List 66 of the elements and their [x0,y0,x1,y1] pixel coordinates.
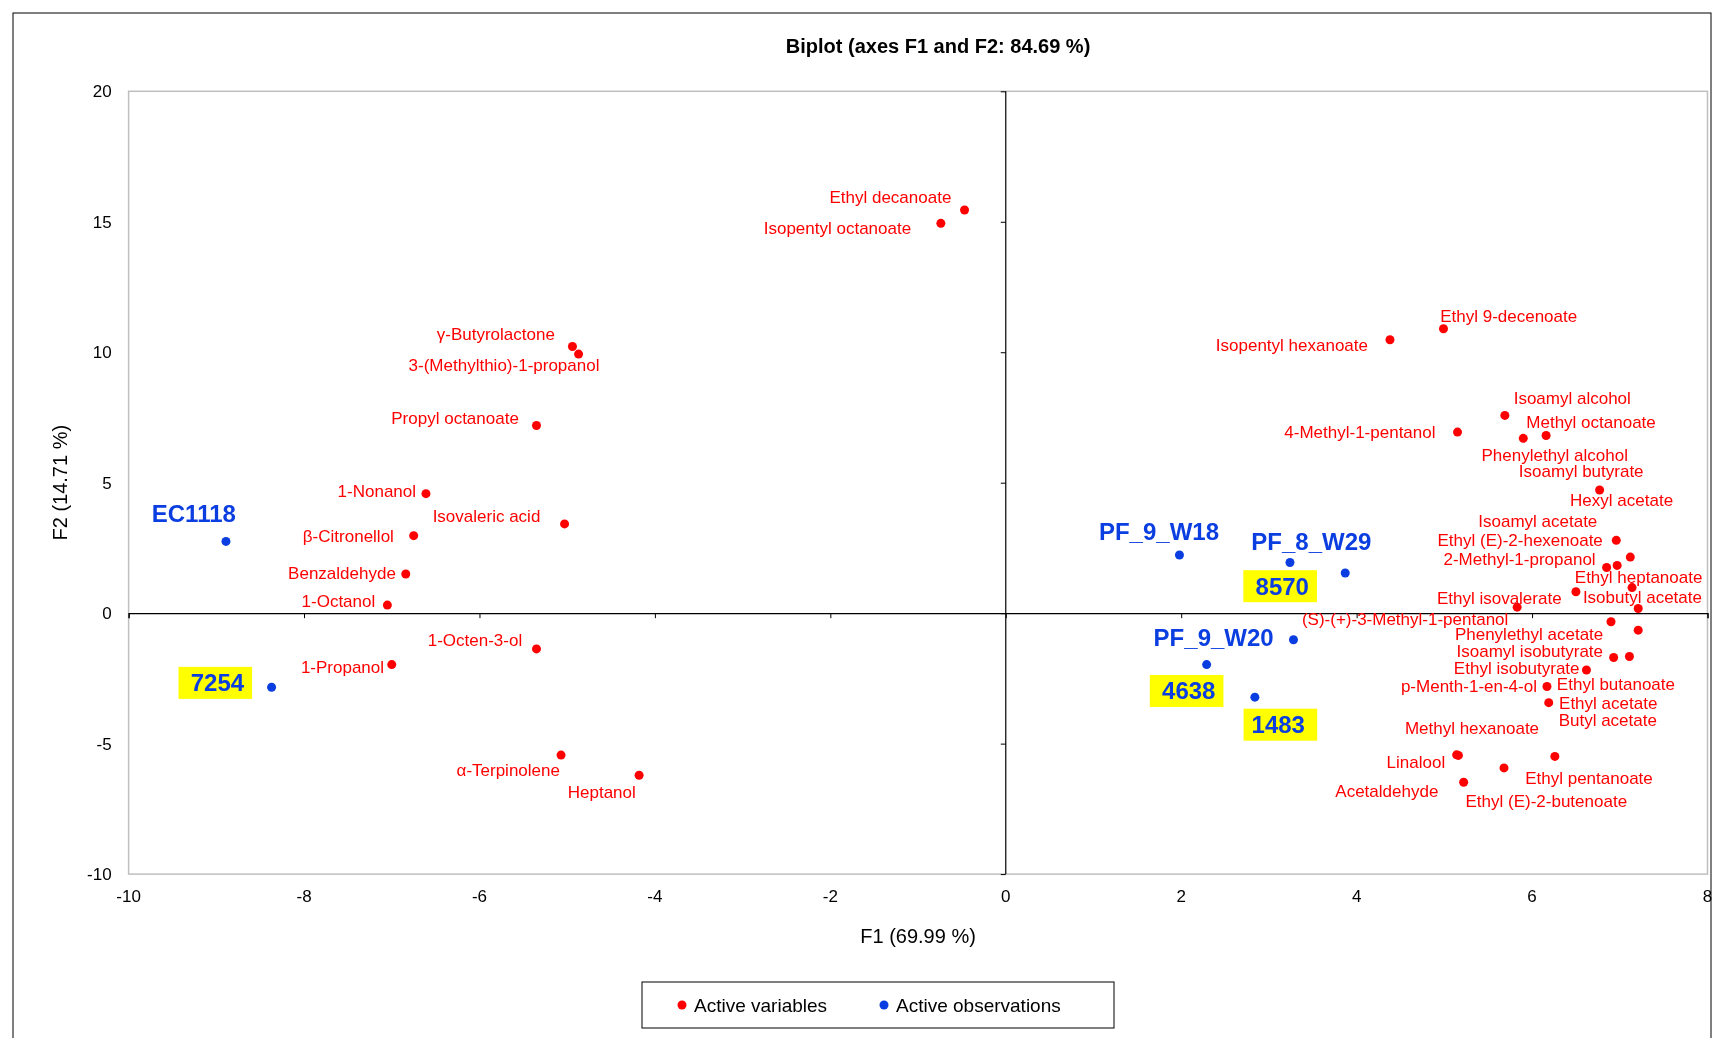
x-tick-label: 8 [1702,887,1713,907]
annotation: Linalool [1386,752,1446,772]
y-tick-label: -10 [87,865,112,885]
x-tick-label: 6 [1527,887,1537,907]
annotation: Ethyl isovalerate [1436,589,1562,609]
annotation: Hexyl acetate [1570,490,1674,510]
x-tick-label: -2 [822,887,838,907]
y-tick-label: 15 [92,212,112,232]
y-tick-label: 10 [92,343,112,363]
annotation: PF_8_W29 [1251,528,1372,556]
annotation: PF_9_W18 [1098,518,1220,546]
annotation: 1483 [1251,711,1305,739]
annotation: Propyl octanoate [391,408,519,428]
x-tick-label: 0 [1001,887,1011,907]
annotation: Isopentyl hexanoate [1215,336,1368,356]
annotation: Methyl hexanoate [1404,719,1540,739]
annotation: 7254 [190,669,245,697]
annotation: Benzaldehyde [288,563,396,583]
y-tick-label: 20 [92,82,112,102]
annotation: 8570 [1255,572,1309,600]
annotation: Ethyl heptanoate [1574,567,1703,587]
x-axis-title: F1 (69.99 %) [860,925,976,947]
annotation: p-Menth-1-en-4-ol [1400,677,1537,697]
annotation: Heptanol [567,782,636,802]
annotation: Ethyl 9-decenoate [1440,306,1578,326]
annotation: 3-(Methylthio)-1-propanol [408,356,600,375]
annotation: 1-Octanol [301,591,376,611]
annotation: γ-Butyrolactone [436,325,555,345]
annotation: 1-Propanol [300,657,385,677]
annotation: Acetaldehyde [1335,782,1439,801]
annotation: Ethyl decanoate [829,187,952,207]
y-tick-label: 0 [102,604,112,624]
annotation: Isovaleric acid [432,507,541,527]
annotation: 4-Methyl-1-pentanol [1284,423,1436,443]
y-axis-title: F2 (14.71 %) [49,424,71,541]
annotation: Ethyl acetate [1559,693,1658,713]
annotation: Isobutyl acetate [1582,588,1702,608]
annotation: 2-Methyl-1-propanol [1443,549,1596,569]
annotation: EC1118 [151,500,236,528]
x-tick-label: -6 [471,887,488,907]
annotation: Ethyl pentanoate [1525,769,1653,789]
annotation: Phenylethyl acetate [1454,624,1604,644]
annotation: Ethyl (E)-2-hexenoate [1437,531,1603,551]
annotation: Isopentyl octanoate [763,218,912,238]
annotation: α-Terpinolene [456,761,560,781]
annotation: Isoamyl acetate [1478,511,1598,531]
legend-label: Active observations [896,994,1061,1016]
x-tick-label: -10 [116,887,141,907]
annotation: Phenylethyl alcohol [1481,445,1628,465]
annotation: Ethyl (E)-2-butenoate [1465,791,1628,811]
annotation: Methyl octanoate [1526,413,1656,433]
x-tick-label: -8 [296,887,312,907]
chart-title: Biplot (axes F1 and F2: 84.69 %) [785,35,1091,57]
y-tick-label: -5 [96,734,112,754]
annotation: 1-Nonanol [337,482,417,502]
annotation: Butyl acetate [1558,711,1657,731]
annotation: β-Citronellol [302,526,394,546]
x-tick-label: 4 [1351,887,1362,907]
x-tick-label: 2 [1176,887,1186,907]
annotation: PF_9_W20 [1153,623,1274,651]
y-tick-label: 5 [102,473,112,493]
annotation: 1-Octen-3-ol [427,631,523,651]
legend-label: Active variables [694,994,828,1016]
annotation: 4638 [1162,677,1216,705]
x-tick-label: -4 [647,887,663,907]
annotation: Isoamyl alcohol [1513,388,1631,408]
